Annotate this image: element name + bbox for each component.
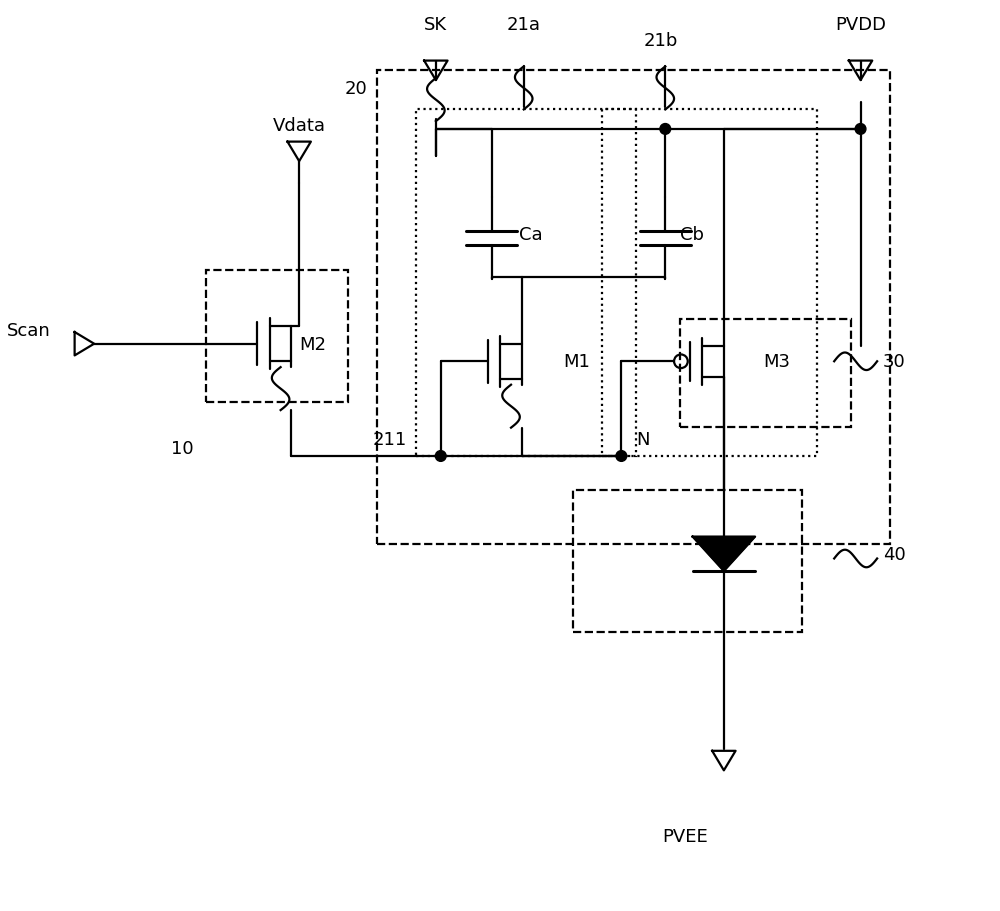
Bar	[680, 320, 851, 427]
Text: Ca: Ca	[519, 226, 542, 244]
Text: M2: M2	[299, 335, 326, 353]
Circle shape	[435, 451, 446, 462]
Text: 40: 40	[883, 545, 906, 563]
Text: M3: M3	[763, 353, 790, 371]
Text: 21b: 21b	[643, 32, 678, 50]
Text: 20: 20	[345, 80, 368, 97]
Bar	[377, 71, 890, 544]
Bar	[602, 110, 817, 456]
Bar	[573, 491, 802, 632]
Text: 10: 10	[171, 440, 193, 458]
Circle shape	[855, 125, 866, 135]
Text: N: N	[636, 430, 649, 448]
Text: M1: M1	[563, 353, 590, 371]
Circle shape	[616, 451, 627, 462]
Text: Scan: Scan	[6, 322, 50, 340]
Bar	[416, 110, 636, 456]
Polygon shape	[693, 537, 755, 571]
Text: PVEE: PVEE	[662, 827, 708, 845]
Text: Vdata: Vdata	[273, 117, 326, 135]
Text: 211: 211	[372, 430, 407, 448]
Circle shape	[660, 125, 671, 135]
Text: 21a: 21a	[507, 16, 541, 35]
Text: 30: 30	[883, 353, 906, 371]
Bar	[206, 271, 348, 403]
Text: Cb: Cb	[680, 226, 704, 244]
Text: SK: SK	[424, 16, 447, 35]
Text: PVDD: PVDD	[835, 16, 886, 35]
